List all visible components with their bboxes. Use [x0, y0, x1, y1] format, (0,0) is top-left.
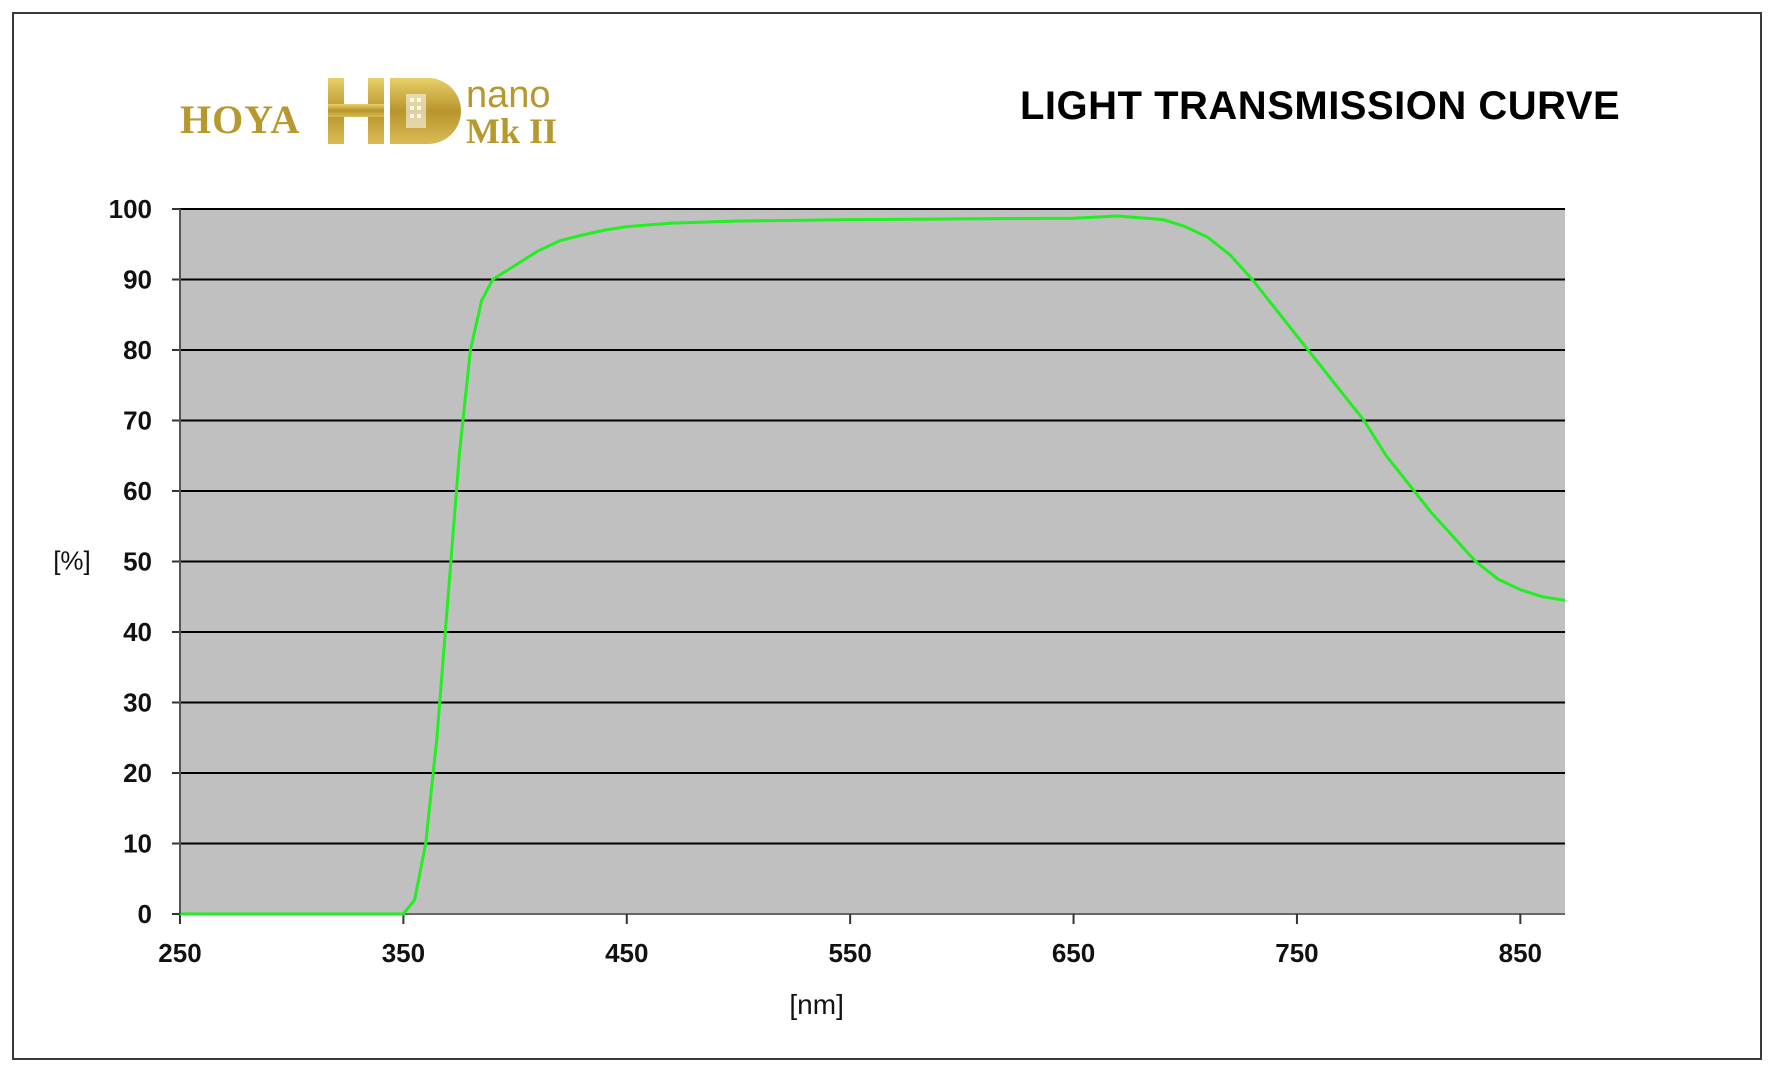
- y-tick-label: 100: [109, 194, 152, 224]
- y-tick-label: 60: [123, 476, 152, 506]
- x-tick-label: 250: [158, 938, 201, 968]
- hoya-logo: HOYA HD nano Mk II: [180, 74, 600, 158]
- y-tick-label: 80: [123, 335, 152, 365]
- y-tick-label: 10: [123, 829, 152, 859]
- y-axis-line: [179, 209, 181, 914]
- transmission-curve: [180, 214, 1566, 916]
- y-tick-label: 50: [123, 547, 152, 577]
- logo-mk-text: Mk II: [466, 111, 558, 151]
- x-tick-label: 350: [382, 938, 425, 968]
- x-tick-label: 450: [605, 938, 648, 968]
- hd-logo-icon: HD: [328, 78, 461, 144]
- x-tick-label: 650: [1052, 938, 1095, 968]
- logo-brand-text: HOYA: [180, 97, 301, 142]
- x-tick-label: 550: [828, 938, 871, 968]
- y-tick-label: 70: [123, 406, 152, 436]
- x-tick-label: 850: [1499, 938, 1542, 968]
- x-axis-label: [nm]: [789, 989, 843, 1020]
- x-tick-label: 750: [1275, 938, 1318, 968]
- y-tick-label: 90: [123, 265, 152, 295]
- chart-title: LIGHT TRANSMISSION CURVE: [1020, 84, 1621, 128]
- y-tick-label: 40: [123, 617, 152, 647]
- y-axis-label: [%]: [53, 546, 91, 576]
- logo-nano-text: nano: [466, 74, 551, 116]
- y-tick-label: 20: [123, 758, 152, 788]
- y-tick-label: 0: [138, 899, 152, 929]
- y-tick-label: 30: [123, 688, 152, 718]
